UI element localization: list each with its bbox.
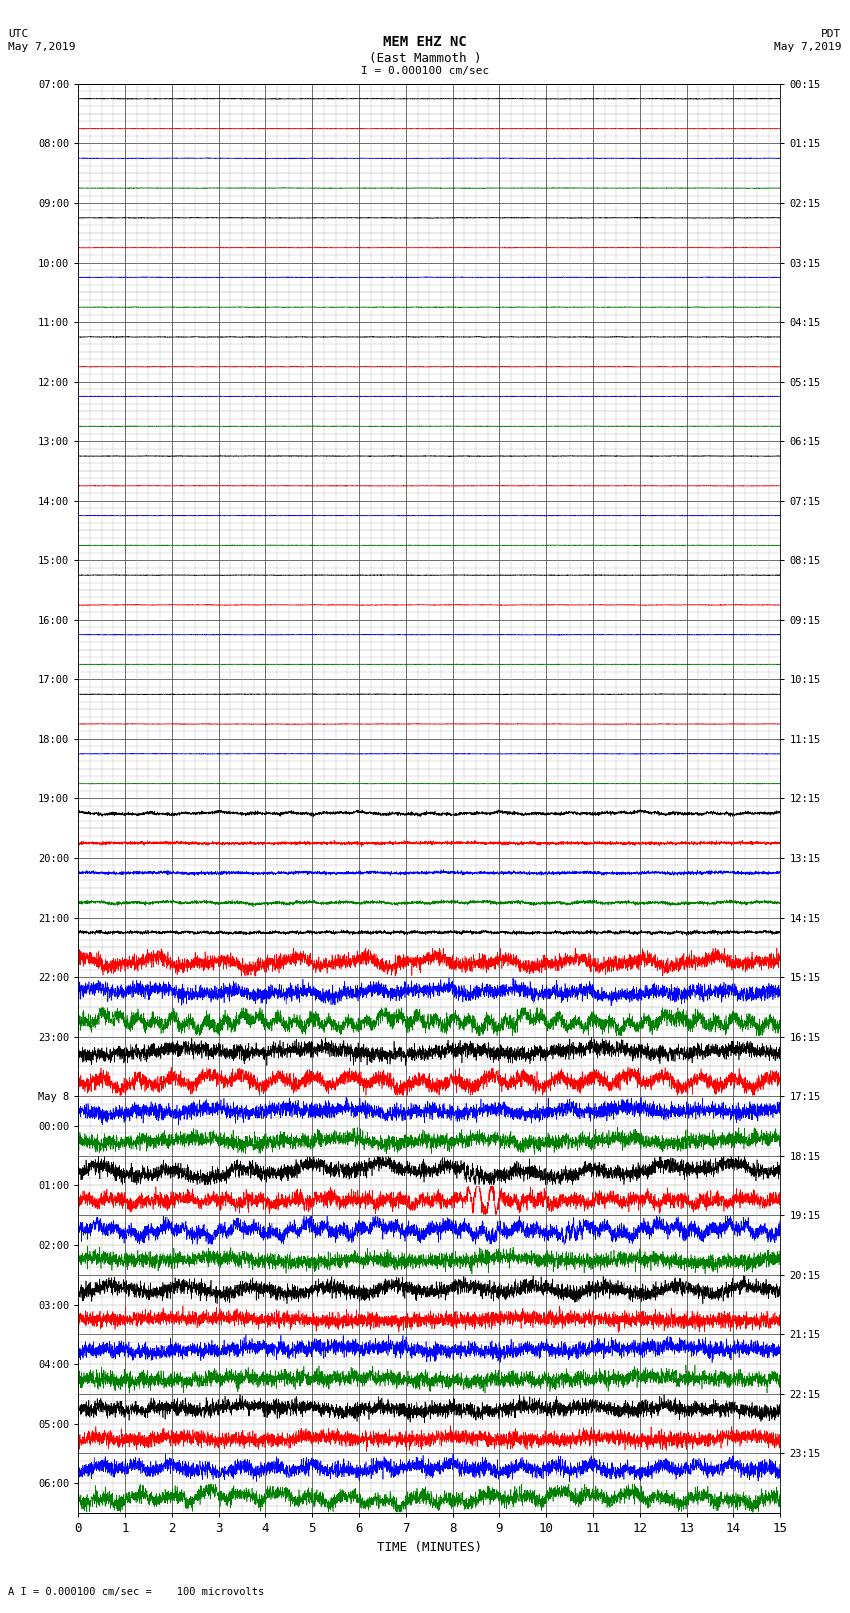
Text: UTC: UTC <box>8 29 29 39</box>
X-axis label: TIME (MINUTES): TIME (MINUTES) <box>377 1540 482 1553</box>
Text: MEM EHZ NC: MEM EHZ NC <box>383 35 467 50</box>
Text: May 7,2019: May 7,2019 <box>774 42 842 52</box>
Text: (East Mammoth ): (East Mammoth ) <box>369 52 481 65</box>
Text: I = 0.000100 cm/sec: I = 0.000100 cm/sec <box>361 66 489 76</box>
Text: A I = 0.000100 cm/sec =    100 microvolts: A I = 0.000100 cm/sec = 100 microvolts <box>8 1587 264 1597</box>
Text: PDT: PDT <box>821 29 842 39</box>
Text: May 7,2019: May 7,2019 <box>8 42 76 52</box>
